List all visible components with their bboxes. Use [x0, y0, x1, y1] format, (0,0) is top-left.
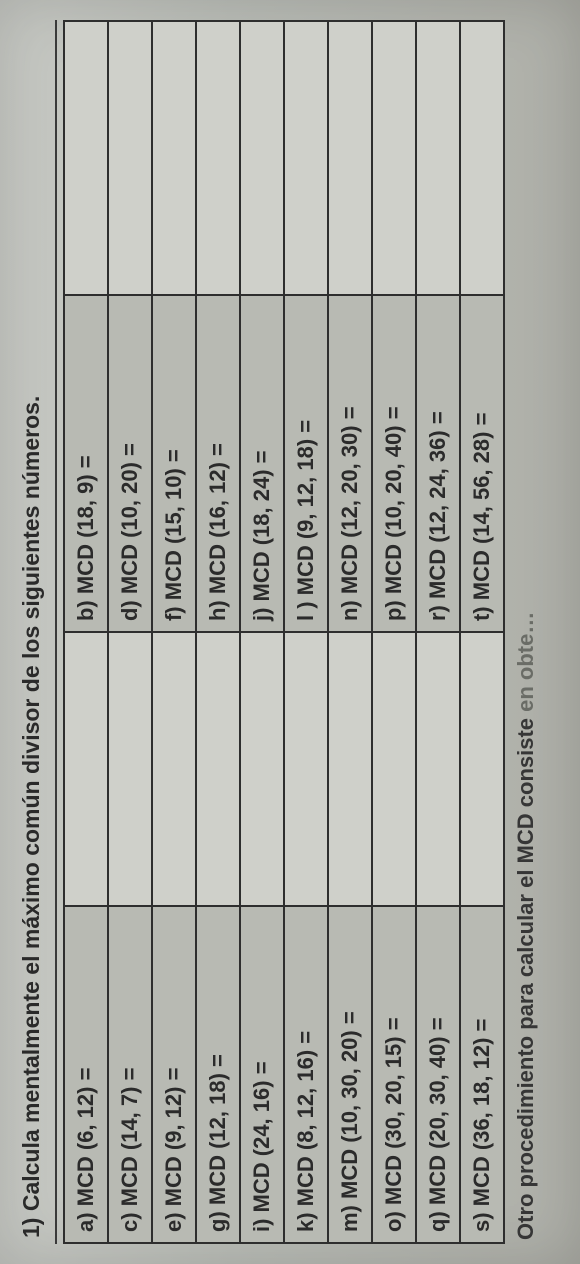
prompt-cell-left: g) MCD (12, 18) =: [196, 906, 240, 1243]
table-row: m) MCD (10, 30, 20) = n) MCD (12, 20, 30)…: [328, 21, 372, 1243]
prompt-cell-right: h) MCD (16, 12) =: [196, 295, 240, 632]
answer-cell-left: [372, 632, 416, 906]
prompt-cell-left: k) MCD (8, 12, 16) =: [284, 906, 328, 1243]
prompt-cell-right: b) MCD (18, 9) =: [64, 295, 108, 632]
table-row: c) MCD (14, 7) = d) MCD (10, 20) =: [108, 21, 152, 1243]
exercise-title: 1) Calcula mentalmente el máximo común d…: [18, 20, 45, 1238]
answer-cell-left: [416, 632, 460, 906]
worksheet-page: 1) Calcula mentalmente el máximo común d…: [0, 0, 580, 1264]
footer-prefix: Otro procedimiento para calcular el MCD …: [513, 712, 538, 1240]
prompt-cell-right: f) MCD (15, 10) =: [152, 295, 196, 632]
table-row: g) MCD (12, 18) = h) MCD (16, 12) =: [196, 21, 240, 1243]
prompt-cell-right: d) MCD (10, 20) =: [108, 295, 152, 632]
prompt-cell-left: a) MCD (6, 12) =: [64, 906, 108, 1243]
table-row: e) MCD (9, 12) = f) MCD (15, 10) =: [152, 21, 196, 1243]
answer-cell-right: [416, 21, 460, 295]
prompt-cell-left: c) MCD (14, 7) =: [108, 906, 152, 1243]
prompt-cell-right: t) MCD (14, 56, 28) =: [460, 295, 504, 632]
answer-cell-right: [284, 21, 328, 295]
answer-cell-right: [108, 21, 152, 295]
answer-cell-left: [152, 632, 196, 906]
table-row: s) MCD (36, 18, 12) = t) MCD (14, 56, 28)…: [460, 21, 504, 1243]
table-row: i) MCD (24, 16) = j) MCD (18, 24) =: [240, 21, 284, 1243]
answer-cell-right: [196, 21, 240, 295]
table-row: o) MCD (30, 20, 15) = p) MCD (10, 20, 40)…: [372, 21, 416, 1243]
answer-cell-left: [240, 632, 284, 906]
prompt-cell-right: j) MCD (18, 24) =: [240, 295, 284, 632]
answer-cell-right: [460, 21, 504, 295]
prompt-cell-left: q) MCD (20, 30, 40) =: [416, 906, 460, 1243]
answer-cell-left: [196, 632, 240, 906]
prompt-cell-left: e) MCD (9, 12) =: [152, 906, 196, 1243]
answer-cell-right: [64, 21, 108, 295]
footer-text: Otro procedimiento para calcular el MCD …: [513, 20, 539, 1244]
prompt-cell-right: r) MCD (12, 24, 36) =: [416, 295, 460, 632]
prompt-cell-left: s) MCD (36, 18, 12) =: [460, 906, 504, 1243]
answer-cell-right: [240, 21, 284, 295]
prompt-cell-left: i) MCD (24, 16) =: [240, 906, 284, 1243]
answer-cell-left: [328, 632, 372, 906]
prompt-cell-right: n) MCD (12, 20, 30) =: [328, 295, 372, 632]
prompt-cell-right: l ) MCD (9, 12, 18) =: [284, 295, 328, 632]
table-row: q) MCD (20, 30, 40) = r) MCD (12, 24, 36)…: [416, 21, 460, 1243]
prompt-cell-left: o) MCD (30, 20, 15) =: [372, 906, 416, 1243]
answer-cell-right: [152, 21, 196, 295]
prompt-cell-left: m) MCD (10, 30, 20) =: [328, 906, 372, 1243]
answer-cell-left: [460, 632, 504, 906]
answer-cell-right: [372, 21, 416, 295]
mcd-table: a) MCD (6, 12) =b) MCD (18, 9) =c) MCD (…: [63, 20, 505, 1244]
mcd-table-body: a) MCD (6, 12) =b) MCD (18, 9) =c) MCD (…: [64, 21, 504, 1243]
answer-cell-left: [108, 632, 152, 906]
prompt-cell-right: p) MCD (10, 20, 40) =: [372, 295, 416, 632]
footer-fade: en obte…: [513, 612, 538, 712]
answer-cell-right: [328, 21, 372, 295]
answer-cell-left: [64, 632, 108, 906]
table-row: a) MCD (6, 12) = b) MCD (18, 9) =: [64, 21, 108, 1243]
table-row: k) MCD (8, 12, 16) = l ) MCD (9, 12, 18) …: [284, 21, 328, 1243]
answer-cell-left: [284, 632, 328, 906]
title-container: 1) Calcula mentalmente el máximo común d…: [16, 20, 57, 1244]
